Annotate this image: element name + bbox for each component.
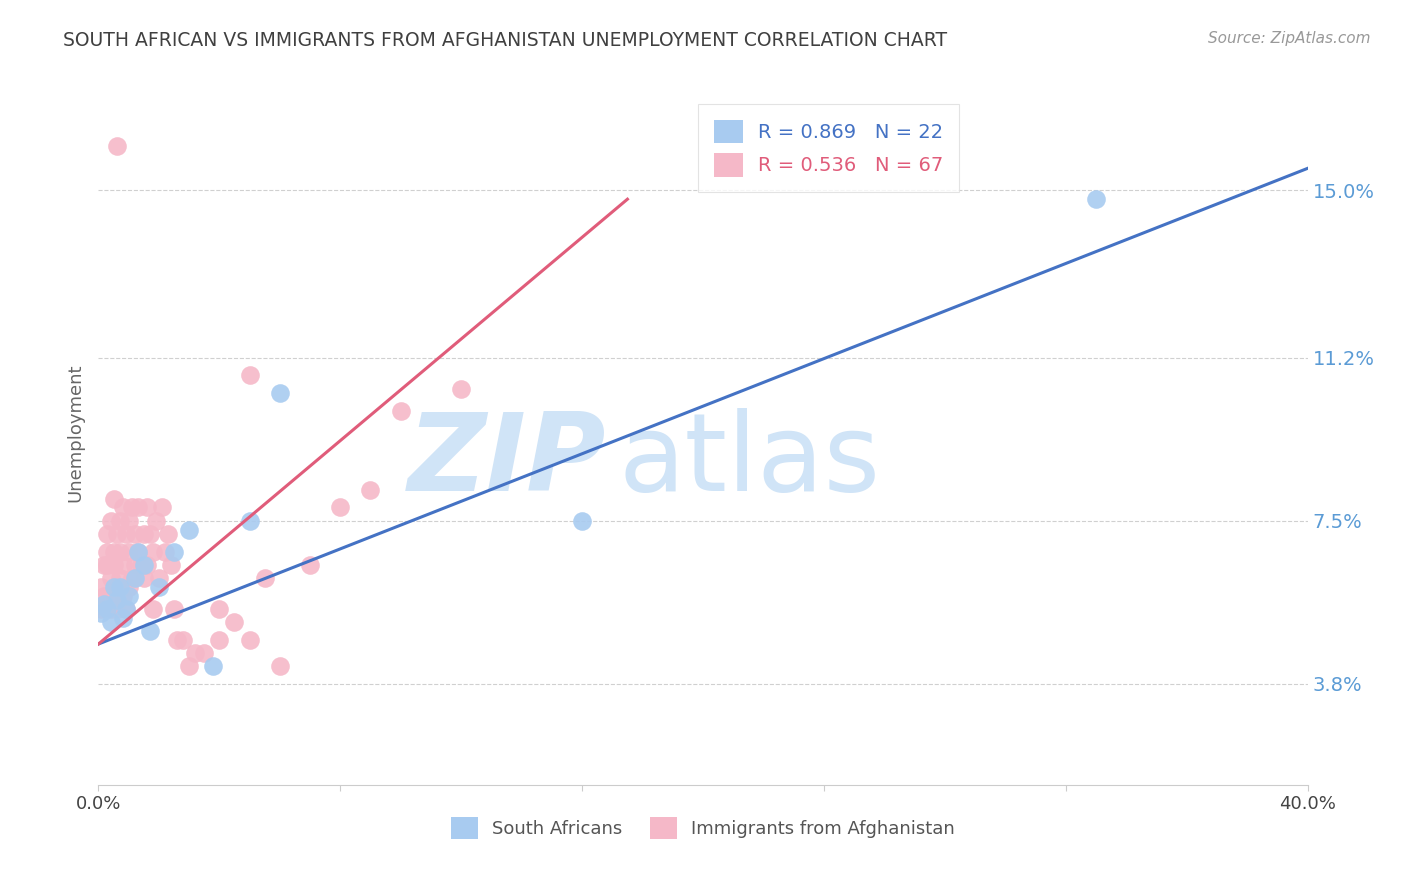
- Point: [163, 601, 186, 615]
- Point: [253, 571, 276, 585]
- Point: [121, 571, 143, 585]
- Point: [108, 514, 131, 528]
- Point: [172, 632, 194, 647]
- Point: [142, 544, 165, 558]
- Point: [103, 544, 125, 558]
- Point: [96, 544, 118, 558]
- Point: [100, 571, 122, 585]
- Point: [100, 514, 122, 528]
- Point: [124, 527, 146, 541]
- Point: [239, 514, 262, 528]
- Point: [111, 558, 134, 572]
- Point: [118, 514, 141, 528]
- Point: [100, 615, 122, 629]
- Point: [1085, 192, 1108, 206]
- Point: [153, 544, 176, 558]
- Point: [299, 558, 322, 572]
- Point: [179, 523, 201, 537]
- Point: [124, 558, 146, 572]
- Point: [160, 558, 183, 572]
- Point: [103, 491, 125, 506]
- Point: [360, 483, 382, 497]
- Point: [148, 571, 170, 585]
- Text: Source: ZipAtlas.com: Source: ZipAtlas.com: [1208, 31, 1371, 46]
- Point: [105, 580, 128, 594]
- Point: [105, 527, 128, 541]
- Point: [166, 632, 188, 647]
- Point: [208, 632, 231, 647]
- Point: [93, 558, 115, 572]
- Point: [132, 558, 155, 572]
- Point: [114, 527, 136, 541]
- Point: [124, 571, 146, 585]
- Point: [163, 544, 186, 558]
- Point: [108, 571, 131, 585]
- Point: [150, 500, 173, 515]
- Point: [103, 558, 125, 572]
- Point: [193, 646, 215, 660]
- Point: [132, 527, 155, 541]
- Point: [100, 601, 122, 615]
- Point: [93, 589, 115, 603]
- Point: [96, 527, 118, 541]
- Point: [571, 514, 593, 528]
- Text: atlas: atlas: [619, 408, 880, 514]
- Point: [156, 527, 179, 541]
- Point: [111, 610, 134, 624]
- Point: [96, 558, 118, 572]
- Point: [269, 659, 291, 673]
- Point: [127, 500, 149, 515]
- Point: [111, 589, 134, 603]
- Text: ZIP: ZIP: [408, 408, 606, 514]
- Point: [105, 601, 128, 615]
- Point: [132, 571, 155, 585]
- Point: [148, 580, 170, 594]
- Point: [329, 500, 352, 515]
- Point: [90, 601, 112, 615]
- Point: [142, 601, 165, 615]
- Point: [135, 558, 157, 572]
- Point: [96, 601, 118, 615]
- Point: [239, 368, 262, 383]
- Point: [118, 580, 141, 594]
- Y-axis label: Unemployment: Unemployment: [66, 363, 84, 502]
- Point: [90, 606, 112, 620]
- Point: [93, 598, 115, 612]
- Point: [111, 500, 134, 515]
- Point: [224, 615, 246, 629]
- Point: [184, 646, 207, 660]
- Point: [269, 386, 291, 401]
- Point: [202, 659, 225, 673]
- Point: [103, 589, 125, 603]
- Point: [139, 624, 162, 638]
- Point: [103, 580, 125, 594]
- Point: [114, 601, 136, 615]
- Point: [145, 514, 167, 528]
- Point: [127, 544, 149, 558]
- Point: [114, 601, 136, 615]
- Point: [118, 589, 141, 603]
- Point: [179, 659, 201, 673]
- Point: [127, 544, 149, 558]
- Legend: South Africans, Immigrants from Afghanistan: South Africans, Immigrants from Afghanis…: [444, 810, 962, 847]
- Point: [389, 403, 412, 417]
- Point: [105, 139, 128, 153]
- Point: [108, 580, 131, 594]
- Point: [90, 580, 112, 594]
- Point: [121, 500, 143, 515]
- Point: [118, 544, 141, 558]
- Text: SOUTH AFRICAN VS IMMIGRANTS FROM AFGHANISTAN UNEMPLOYMENT CORRELATION CHART: SOUTH AFRICAN VS IMMIGRANTS FROM AFGHANI…: [63, 31, 948, 50]
- Point: [139, 527, 162, 541]
- Point: [208, 601, 231, 615]
- Point: [105, 593, 128, 607]
- Point: [135, 500, 157, 515]
- Point: [450, 382, 472, 396]
- Point: [129, 558, 152, 572]
- Point: [239, 632, 262, 647]
- Point: [108, 544, 131, 558]
